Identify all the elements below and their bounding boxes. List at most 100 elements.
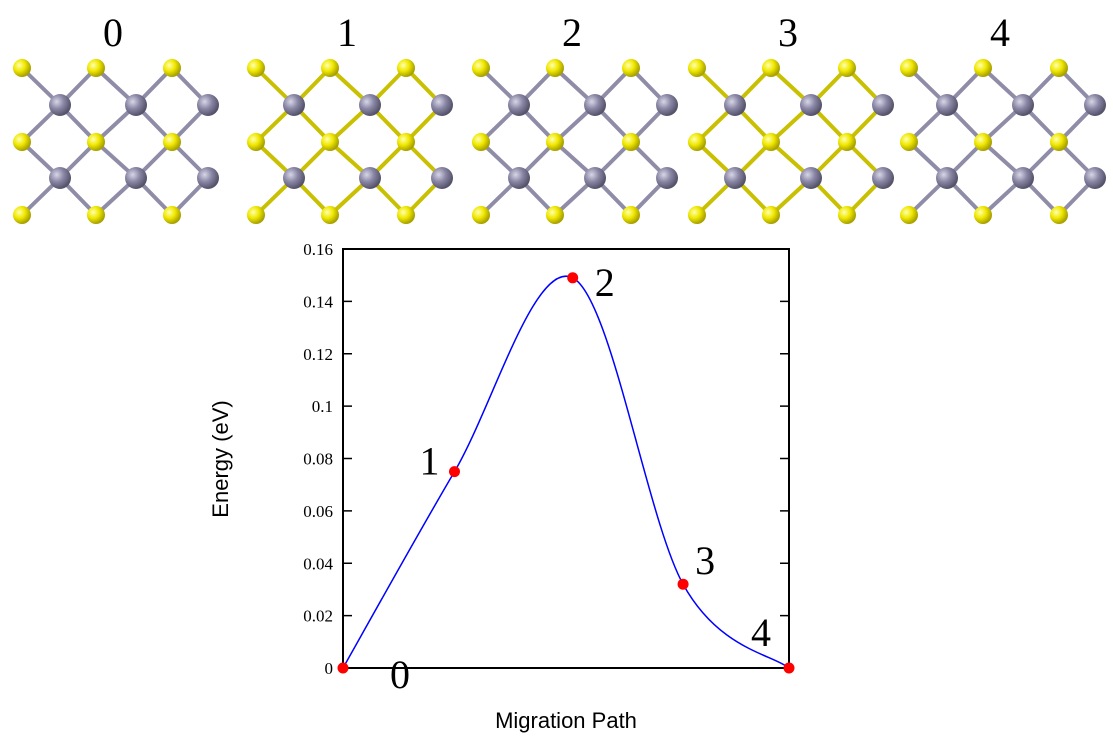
y-tick-label: 0.02 bbox=[303, 607, 333, 626]
y-axis-label: Energy (eV) bbox=[208, 400, 233, 517]
atom-metal bbox=[197, 167, 219, 189]
atom-metal bbox=[197, 94, 219, 116]
atom-s bbox=[838, 206, 856, 224]
y-tick-label: 0.06 bbox=[303, 502, 333, 521]
atom-s bbox=[247, 59, 265, 77]
x-axis-label: Migration Path bbox=[495, 708, 637, 733]
atom-s bbox=[1050, 206, 1068, 224]
atom-s bbox=[838, 133, 856, 151]
plot-frame bbox=[343, 249, 789, 668]
atom-s bbox=[762, 206, 780, 224]
atom-metal bbox=[1084, 94, 1106, 116]
atom-s bbox=[974, 206, 992, 224]
y-tick-label: 0.16 bbox=[303, 240, 333, 259]
atom-s bbox=[321, 206, 339, 224]
y-tick-label: 0 bbox=[325, 659, 334, 678]
atom-metal bbox=[431, 167, 453, 189]
atom-s bbox=[472, 59, 490, 77]
atom-metal bbox=[359, 94, 381, 116]
atom-s bbox=[321, 59, 339, 77]
energy-curve bbox=[343, 276, 789, 668]
atom-s bbox=[974, 59, 992, 77]
structures: 0 1 2 3 4 bbox=[13, 10, 1106, 224]
atom-metal bbox=[49, 167, 71, 189]
structure-label: 4 bbox=[990, 10, 1010, 55]
y-tick-label: 0.14 bbox=[303, 292, 333, 311]
atom-s bbox=[163, 59, 181, 77]
atom-metal bbox=[49, 94, 71, 116]
y-tick-label: 0.12 bbox=[303, 345, 333, 364]
atom-s bbox=[397, 133, 415, 151]
atom-metal bbox=[656, 167, 678, 189]
atom-s bbox=[247, 133, 265, 151]
atom-s bbox=[13, 206, 31, 224]
atom-metal bbox=[125, 167, 147, 189]
atom-s bbox=[13, 59, 31, 77]
atom-metal bbox=[359, 167, 381, 189]
atom-metal bbox=[508, 94, 530, 116]
atom-s bbox=[1050, 133, 1068, 151]
atom-s bbox=[87, 206, 105, 224]
point-label: 4 bbox=[751, 610, 771, 655]
data-point bbox=[338, 663, 349, 674]
structure-label: 1 bbox=[337, 10, 357, 55]
atom-metal bbox=[283, 94, 305, 116]
data-point bbox=[784, 663, 795, 674]
atom-s bbox=[163, 133, 181, 151]
atom-s bbox=[546, 206, 564, 224]
atom-metal bbox=[283, 167, 305, 189]
atom-s bbox=[838, 59, 856, 77]
atom-s bbox=[13, 133, 31, 151]
atom-metal bbox=[1012, 167, 1034, 189]
atom-s bbox=[622, 59, 640, 77]
atom-metal bbox=[872, 94, 894, 116]
structure-label: 0 bbox=[103, 10, 123, 55]
atom-s bbox=[321, 133, 339, 151]
atom-metal bbox=[508, 167, 530, 189]
atom-s bbox=[900, 133, 918, 151]
point-label: 1 bbox=[420, 439, 440, 484]
atom-metal bbox=[872, 167, 894, 189]
atom-s bbox=[87, 133, 105, 151]
data-point bbox=[567, 272, 578, 283]
point-label: 3 bbox=[695, 538, 715, 583]
atom-metal bbox=[800, 94, 822, 116]
atom-metal bbox=[584, 167, 606, 189]
atom-s bbox=[622, 206, 640, 224]
atom-s bbox=[1050, 59, 1068, 77]
point-label: 0 bbox=[390, 652, 410, 697]
structure-label: 3 bbox=[778, 10, 798, 55]
atom-s bbox=[397, 59, 415, 77]
atom-metal bbox=[431, 94, 453, 116]
data-point bbox=[678, 579, 689, 590]
atom-s bbox=[688, 133, 706, 151]
atom-metal bbox=[584, 94, 606, 116]
atom-metal bbox=[656, 94, 678, 116]
atom-s bbox=[397, 206, 415, 224]
structure-label: 2 bbox=[562, 10, 582, 55]
atom-s bbox=[163, 206, 181, 224]
atom-metal bbox=[1084, 167, 1106, 189]
page: 01234 Energy (eV) Migration Path 00.020.… bbox=[0, 0, 1113, 742]
atom-s bbox=[546, 59, 564, 77]
y-tick-label: 0.08 bbox=[303, 450, 333, 469]
atom-metal bbox=[936, 94, 958, 116]
atom-metal bbox=[800, 167, 822, 189]
atom-metal bbox=[936, 167, 958, 189]
atom-metal bbox=[724, 94, 746, 116]
atom-s bbox=[472, 206, 490, 224]
atom-s bbox=[247, 206, 265, 224]
atom-metal bbox=[125, 94, 147, 116]
atom-s bbox=[546, 133, 564, 151]
atom-metal bbox=[724, 167, 746, 189]
atom-s bbox=[900, 206, 918, 224]
atom-s bbox=[974, 133, 992, 151]
atom-s bbox=[762, 133, 780, 151]
atom-s bbox=[472, 133, 490, 151]
atom-s bbox=[900, 59, 918, 77]
point-label: 2 bbox=[595, 260, 615, 305]
atom-metal bbox=[1012, 94, 1034, 116]
atom-s bbox=[688, 206, 706, 224]
data-point bbox=[449, 466, 460, 477]
atom-s bbox=[688, 59, 706, 77]
